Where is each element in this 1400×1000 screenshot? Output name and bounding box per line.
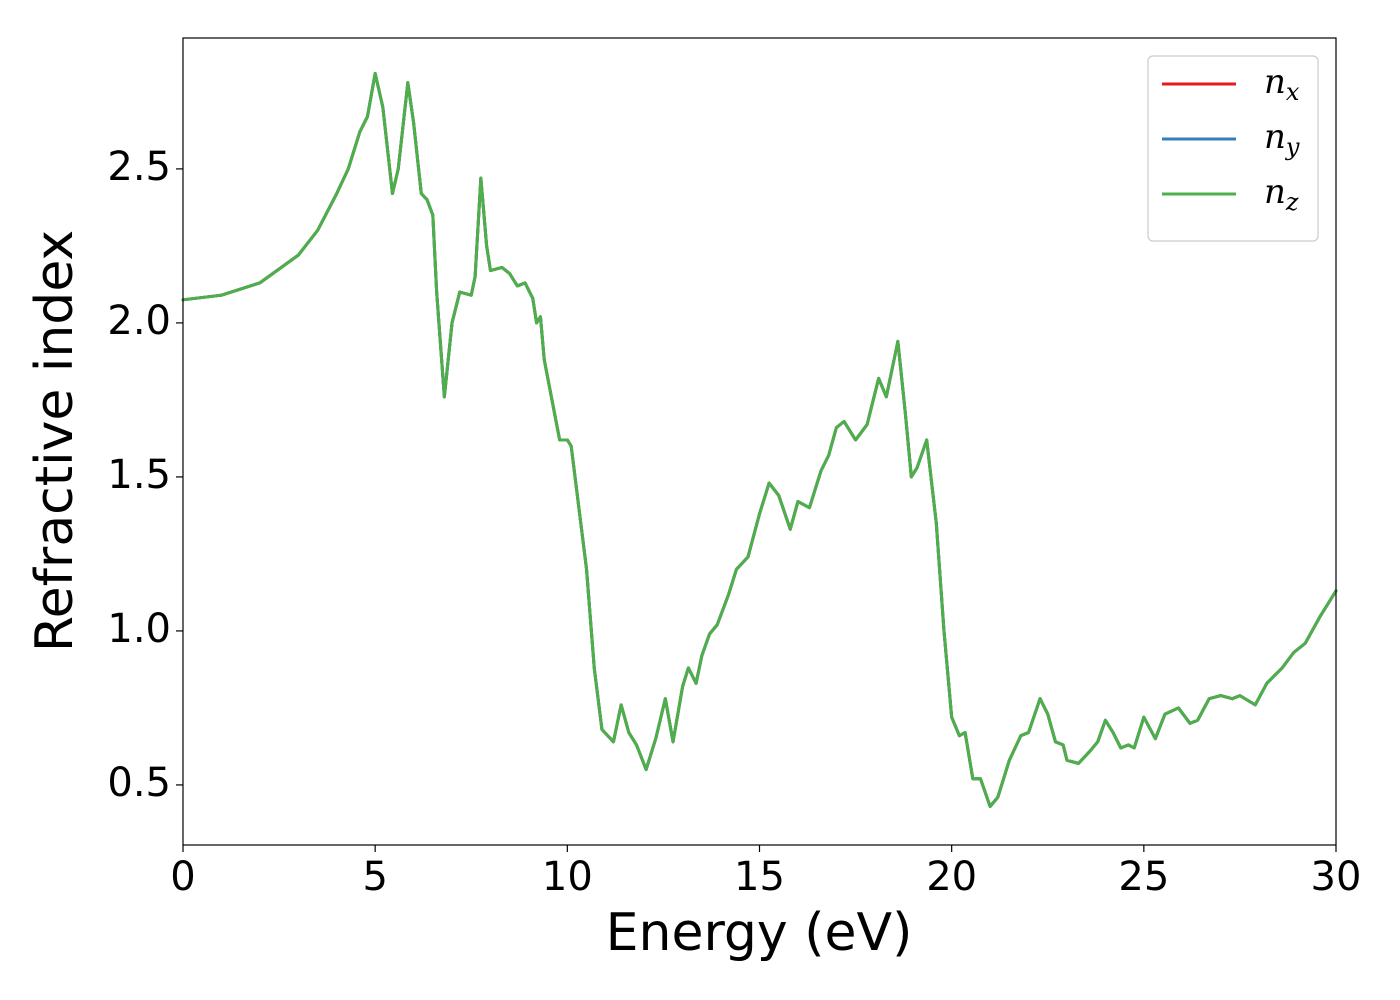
- y-tick-label: 1.0: [107, 606, 171, 652]
- x-axis-label: Energy (eV): [606, 903, 913, 963]
- plot-frame: [182, 37, 1337, 846]
- x-tick-label: 5: [362, 854, 387, 900]
- x-tick-label: 20: [926, 854, 977, 900]
- y-axis-label: Refractive index: [25, 230, 85, 652]
- x-tick-label: 0: [170, 854, 195, 900]
- y-tick-label: 2.5: [107, 144, 171, 190]
- y-tick-label: 2.0: [107, 298, 171, 344]
- y-tick-label: 0.5: [107, 760, 171, 806]
- x-tick-label: 15: [734, 854, 785, 900]
- x-tick-label: 25: [1118, 854, 1169, 900]
- x-tick-label: 10: [542, 854, 593, 900]
- legend-label: nz: [1264, 172, 1299, 216]
- x-tick-label: 30: [1311, 854, 1362, 900]
- legend-label: nx: [1264, 62, 1300, 106]
- y-tick-label: 1.5: [107, 452, 171, 498]
- data-line: [181, 71, 1338, 808]
- legend-label: ny: [1264, 117, 1300, 161]
